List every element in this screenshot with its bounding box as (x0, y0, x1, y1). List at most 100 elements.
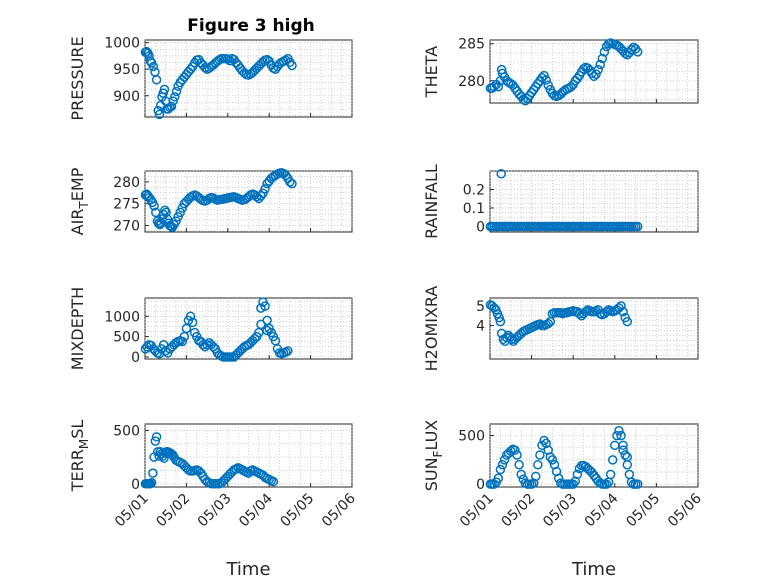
x-tick-label: 05/01 (112, 491, 152, 531)
data-point (618, 307, 628, 317)
data-point (159, 84, 170, 95)
data-point (616, 301, 626, 311)
data-point (539, 70, 549, 81)
panel-3: 270 275 280 AIRTEMP (68, 167, 353, 235)
data-point (547, 455, 558, 465)
data-point (149, 201, 159, 211)
y-tick-label: 275 (113, 197, 140, 213)
y-axis-label: TERRMSL (68, 420, 91, 493)
data-point (543, 80, 553, 90)
data-point (494, 312, 504, 323)
data-point (493, 473, 504, 484)
data-point (256, 191, 266, 201)
data-point (574, 308, 585, 319)
data-point (572, 469, 583, 480)
x-tick-label: 05/03 (195, 491, 235, 531)
data-point (510, 445, 520, 455)
data-point (489, 81, 499, 92)
x-tick-label: 05/06 (665, 490, 705, 530)
panel-2: 280 285 THETA (422, 37, 699, 106)
data-point (622, 316, 633, 327)
y-axis-label: AIRTEMP (68, 167, 91, 235)
data-point (495, 316, 506, 327)
data-point (531, 471, 541, 482)
data-point (225, 55, 235, 66)
data-point (187, 317, 198, 328)
data-point (148, 468, 158, 478)
y-tick-label: 900 (113, 89, 140, 105)
data-point (578, 64, 589, 74)
data-point (597, 53, 608, 64)
data-point (620, 450, 630, 460)
data-point (155, 219, 165, 230)
data-point (154, 109, 165, 120)
data-point (151, 75, 162, 85)
x-tick-label: 05/04 (582, 490, 622, 530)
data-point (622, 452, 633, 462)
y-axis-label: SUNFLUX (422, 420, 445, 492)
data-point (223, 54, 233, 64)
data-point (512, 450, 522, 460)
data-point (185, 64, 196, 74)
data-point (258, 188, 268, 198)
data-point (148, 61, 159, 72)
data-point (256, 303, 266, 313)
x-tick-label: 05/03 (540, 491, 580, 531)
data-point (632, 479, 643, 489)
data-point (166, 101, 177, 112)
data-point (497, 459, 508, 470)
y-tick-label: 0 (131, 350, 140, 366)
data-point (170, 92, 180, 102)
data-point (591, 69, 601, 79)
data-point (535, 450, 545, 460)
y-axis-label: MIXDEPTH (68, 287, 87, 370)
data-point (514, 459, 524, 470)
data-point (260, 184, 270, 194)
y-tick-label: 0 (476, 477, 485, 493)
y-tick-label: 500 (458, 429, 485, 445)
data-point (146, 477, 157, 488)
data-point (287, 178, 297, 189)
data-point (506, 334, 517, 345)
data-point (496, 169, 506, 179)
data-point (145, 479, 156, 489)
data-point (150, 436, 161, 446)
data-point (168, 96, 178, 106)
data-point (161, 207, 171, 218)
data-point (589, 71, 599, 82)
data-point (516, 469, 526, 480)
data-point (614, 426, 624, 436)
panel-6: 4 5 H2OMIXRA (422, 286, 699, 371)
data-point (601, 479, 612, 489)
x-axis-label: Time (225, 559, 270, 580)
y-tick-label: 285 (458, 37, 485, 53)
y-tick-label: 0 (131, 477, 140, 493)
data-point (493, 81, 504, 92)
y-tick-label: 4 (476, 319, 485, 335)
data-point (616, 430, 626, 441)
y-tick-label: 950 (113, 62, 140, 78)
x-tick-label: 05/05 (278, 491, 318, 531)
data-point (499, 455, 510, 465)
panel-5: 0 500 1000 MIXDEPTH (68, 287, 353, 370)
y-tick-label: 500 (113, 423, 140, 439)
data-point (142, 342, 152, 352)
y-tick-label: 280 (113, 175, 140, 191)
data-point (495, 464, 506, 475)
data-point (268, 476, 279, 487)
x-tick-label: 05/06 (319, 490, 359, 530)
data-point (287, 60, 297, 71)
data-point (171, 86, 182, 97)
x-tick-label: 05/04 (236, 490, 276, 530)
x-tick-label: 05/05 (623, 491, 663, 531)
x-tick-label: 05/02 (499, 491, 539, 531)
y-tick-label: 0.2 (463, 182, 485, 198)
data-point (262, 325, 272, 336)
data-point (171, 216, 181, 226)
y-axis-label: THETA (422, 46, 441, 98)
figure-title: Figure 3 high (187, 16, 315, 36)
data-point (177, 203, 188, 213)
y-tick-label: 1000 (104, 309, 140, 325)
data-point (145, 56, 156, 66)
